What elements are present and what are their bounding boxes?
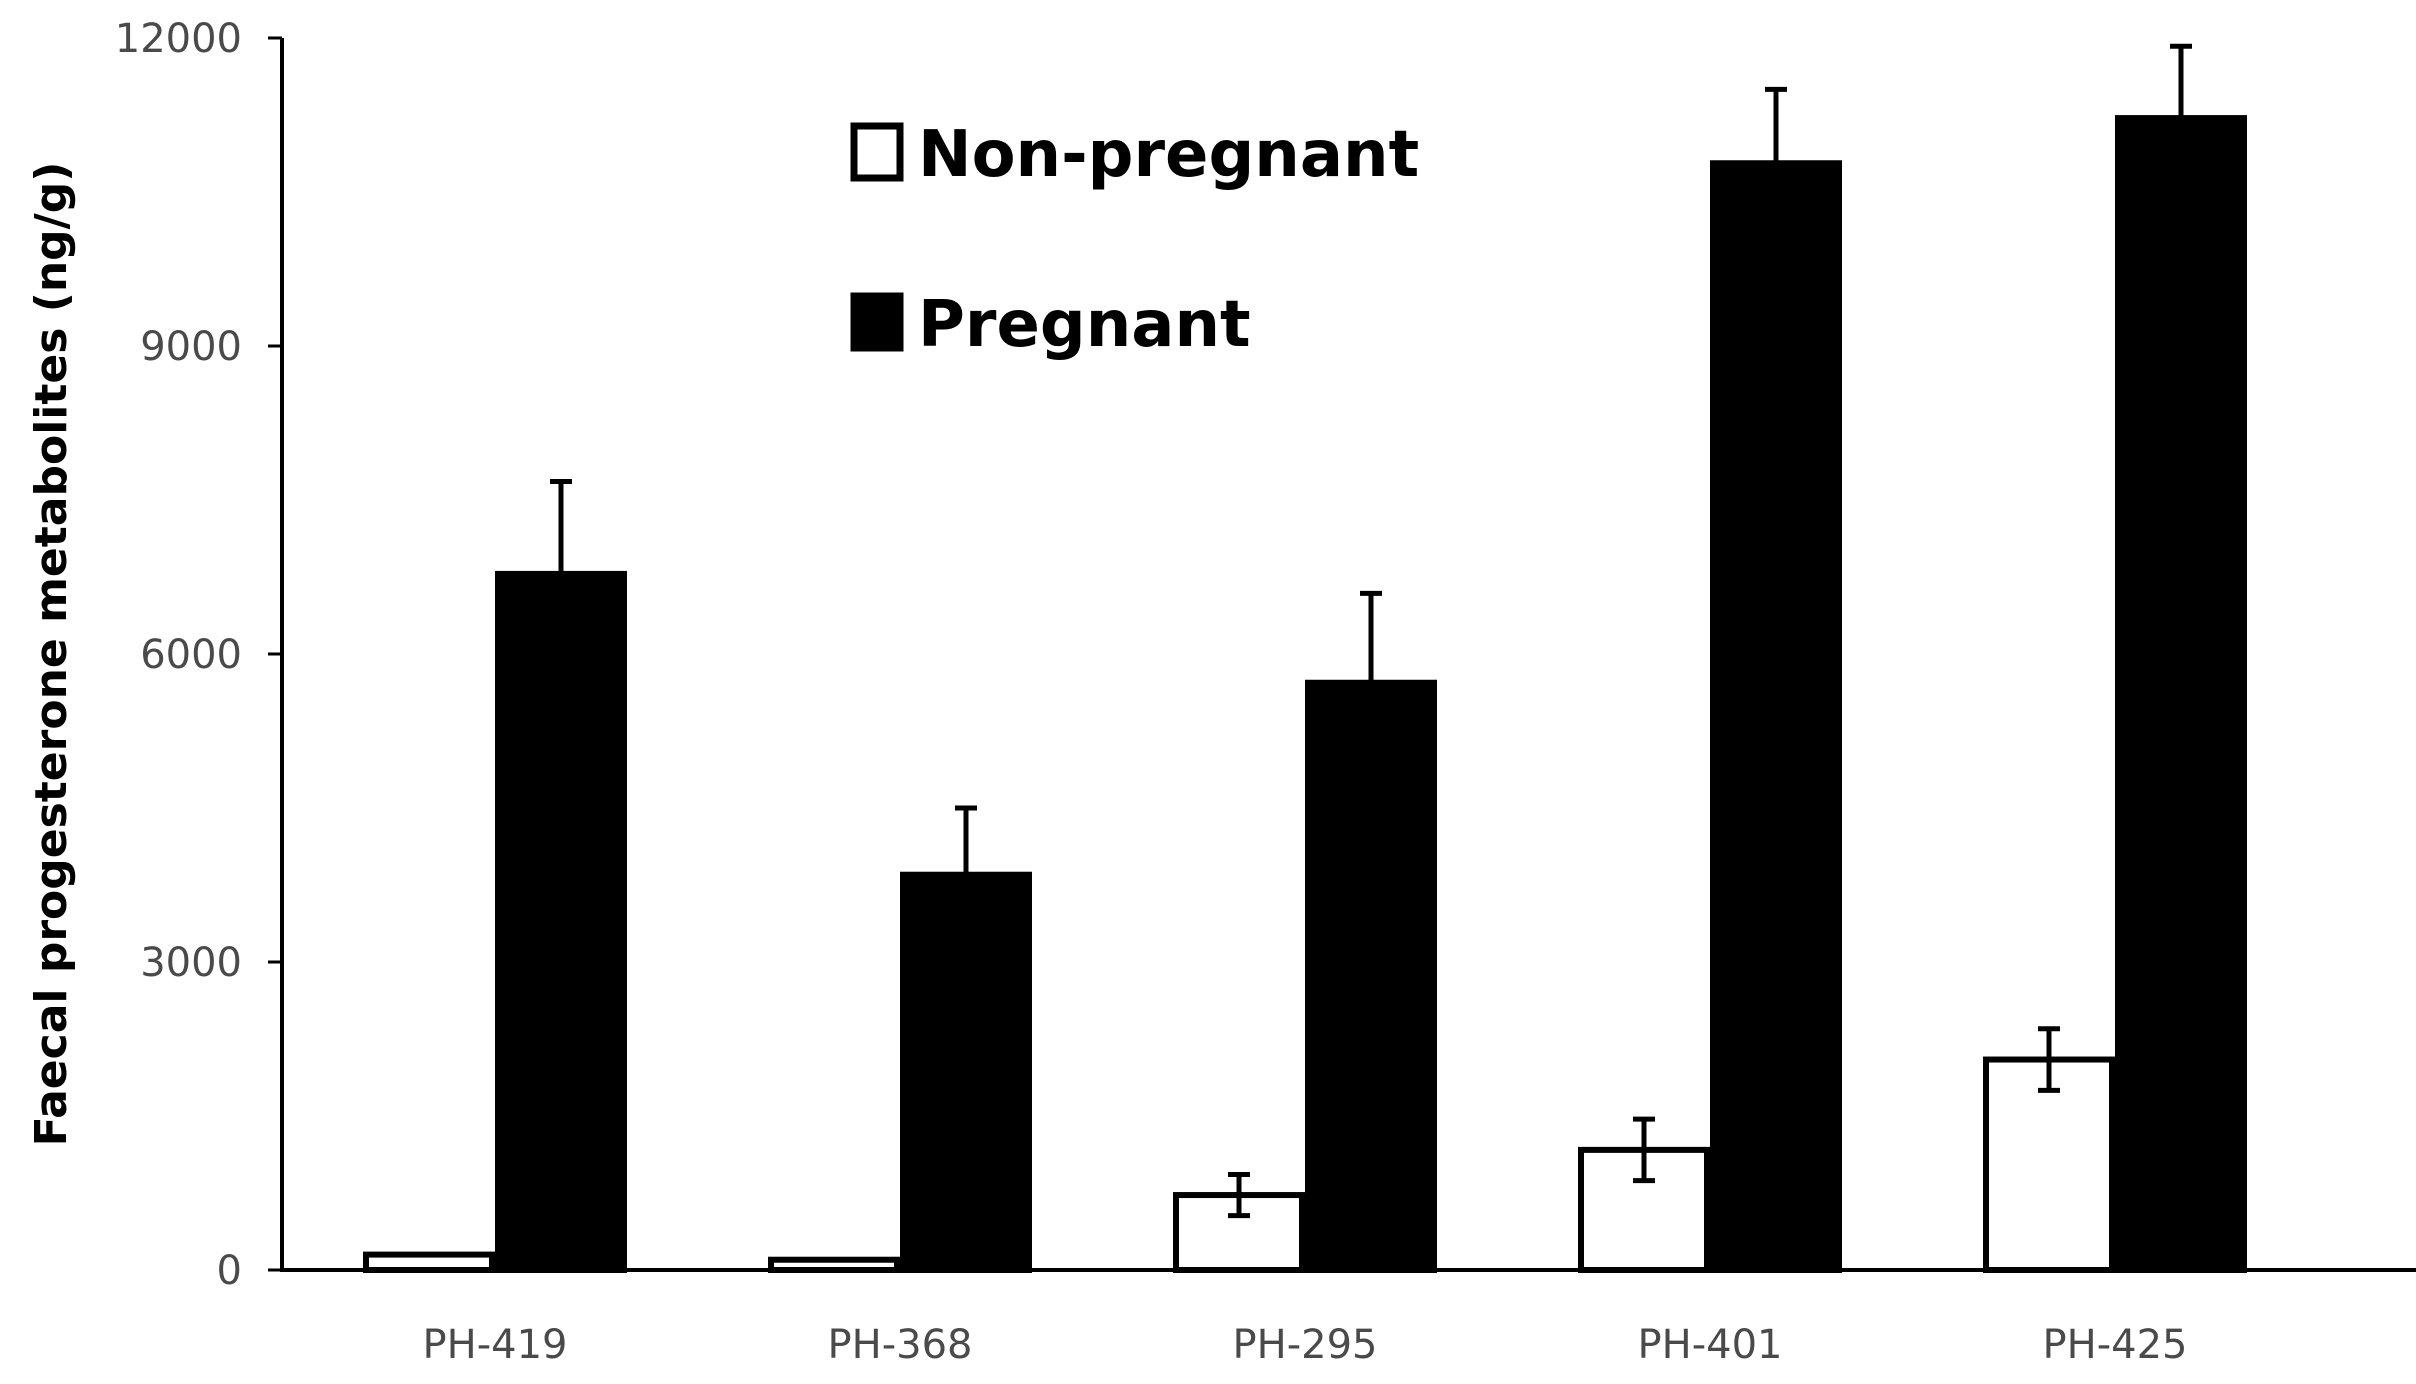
y-tick-label: 9000 [140, 324, 242, 370]
legend-swatch-non-pregnant [850, 122, 904, 182]
labels-layer: 0 3000 6000 9000 12000 Faecal progesterone me… [26, 16, 2187, 1368]
bar-non-pregnant [1983, 1056, 2115, 1273]
bar-pregnant [495, 570, 627, 1273]
y-axis-title: Faecal progesterone metabolites (ng/g) [26, 162, 77, 1147]
y-tick-label: 3000 [140, 940, 242, 986]
bar-non-pregnant [768, 1256, 900, 1273]
x-tick-label: PH-295 [1233, 1322, 1378, 1368]
bars-layer [363, 115, 2247, 1274]
y-tick-label: 12000 [115, 16, 242, 62]
x-tick-label: PH-419 [423, 1322, 568, 1368]
bar-pregnant [1305, 679, 1437, 1273]
x-tick-label: PH-425 [2043, 1322, 2188, 1368]
bar-non-pregnant [363, 1251, 495, 1273]
legend: Non-pregnant Pregnant [850, 118, 1419, 362]
y-tick-label: 0 [217, 1248, 242, 1294]
bar-pregnant [1710, 160, 1842, 1274]
bar-pregnant [900, 871, 1032, 1273]
x-tick-label: PH-368 [828, 1322, 973, 1368]
legend-label-pregnant: Pregnant [918, 288, 1251, 362]
x-tick-label: PH-401 [1638, 1322, 1783, 1368]
y-tick-label: 6000 [140, 632, 242, 678]
legend-label-non-pregnant: Non-pregnant [918, 118, 1419, 192]
legend-swatch-pregnant [850, 292, 904, 352]
error-bars-layer [550, 43, 2192, 1219]
bar-pregnant [2115, 115, 2247, 1274]
